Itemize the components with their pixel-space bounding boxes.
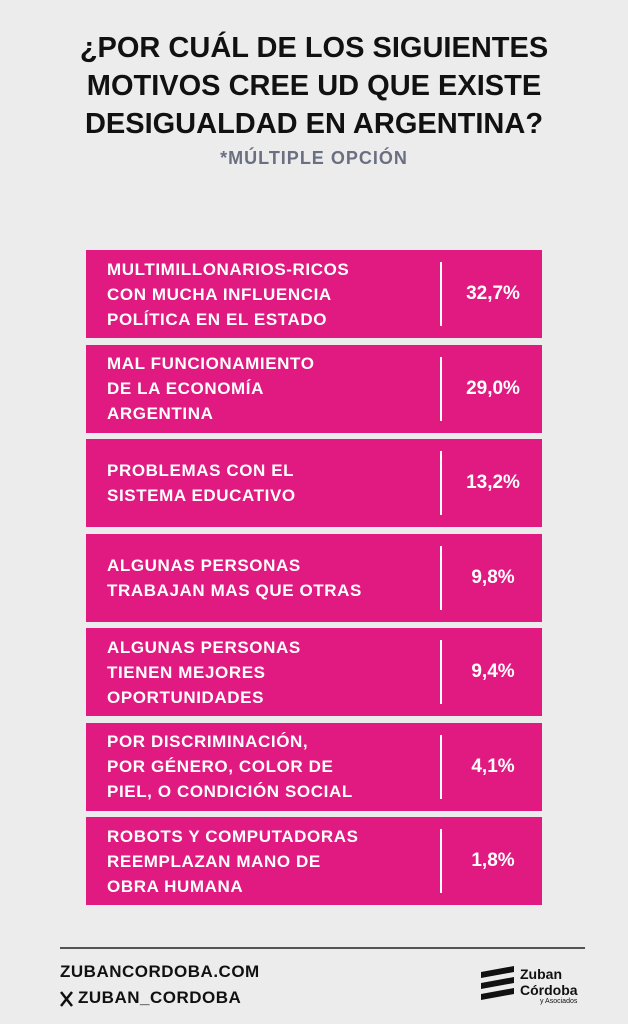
row-label: ALGUNAS PERSONAS <box>107 555 301 575</box>
table-row: ROBOTS Y COMPUTADORAS REEMPLAZAN MANO DE O… <box>86 817 542 905</box>
subtitle: *MÚLTIPLE OPCIÓN <box>220 148 408 168</box>
row-divider <box>440 545 442 610</box>
table-row: PROBLEMAS CON EL SISTEMA EDUCATIVO 13,2% <box>86 439 542 527</box>
row-label: POLÍTICA EN EL ESTADO <box>107 309 328 329</box>
row-label: TRABAJAN MAS QUE OTRAS <box>107 580 362 600</box>
row-label: POR DISCRIMINACIÓN, <box>107 732 309 751</box>
row-divider <box>440 356 442 421</box>
row-label: MULTIMILLONARIOS-RICOS <box>107 259 350 279</box>
row-value: 13,2% <box>466 472 520 493</box>
row-divider <box>440 451 442 515</box>
row-divider <box>440 734 442 799</box>
table-row: ALGUNAS PERSONAS TIENEN MEJORES OPORTUNIDA… <box>86 628 542 716</box>
row-label: PROBLEMAS CON EL <box>107 461 295 480</box>
row-label: TIENEN MEJORES <box>107 662 266 682</box>
table-row: MAL FUNCIONAMIENTO DE LA ECONOMÍA ARGENTIN… <box>86 344 542 433</box>
x-icon <box>60 991 73 1007</box>
table-row: MULTIMILLONARIOS-RICOS CON MUCHA INFLUENC… <box>86 250 542 338</box>
row-divider <box>440 262 442 326</box>
title-line: MOTIVOS CREE UD QUE EXISTE <box>86 70 542 102</box>
row-value: 1,8% <box>471 850 515 871</box>
row-value: 32,7% <box>466 283 520 304</box>
row-label: OBRA HUMANA <box>107 876 244 896</box>
handle: ZUBAN_CORDOBA <box>78 988 242 1007</box>
row-divider <box>440 640 442 704</box>
row-label: POR GÉNERO, COLOR DE <box>107 757 334 776</box>
row-label: PIEL, O CONDICIÓN SOCIAL <box>107 782 353 801</box>
row-value: 29,0% <box>466 377 520 399</box>
title-line: DESIGUALDAD EN ARGENTINA? <box>84 108 544 140</box>
row-label: SISTEMA EDUCATIVO <box>107 486 296 505</box>
website: ZUBANCORDOBA.COM <box>60 962 260 981</box>
row-label: OPORTUNIDADES <box>107 687 265 707</box>
table-row: ALGUNAS PERSONAS TRABAJAN MAS QUE OTRAS 9,… <box>86 533 542 622</box>
row-divider <box>440 829 442 893</box>
row-label: ROBOTS Y COMPUTADORAS <box>107 826 359 846</box>
logo-name: Córdoba <box>520 982 578 998</box>
row-value: 9,8% <box>471 566 515 588</box>
row-label: CON MUCHA INFLUENCIA <box>107 284 332 304</box>
table-row: POR DISCRIMINACIÓN, POR GÉNERO, COLOR DE P… <box>86 722 542 811</box>
row-label: MAL FUNCIONAMIENTO <box>107 354 315 373</box>
title-line: ¿POR CUÁL DE LOS SIGUIENTES <box>79 32 549 64</box>
row-label: ALGUNAS PERSONAS <box>107 637 301 657</box>
logo-icon <box>481 966 514 1000</box>
row-value: 4,1% <box>471 755 515 777</box>
row-label: REEMPLAZAN MANO DE <box>107 851 321 871</box>
logo-name: Zuban <box>520 966 562 982</box>
row-value: 9,4% <box>471 661 515 682</box>
logo-sub: y Asociados <box>540 998 578 1005</box>
row-label: ARGENTINA <box>107 404 214 423</box>
row-label: DE LA ECONOMÍA <box>107 379 264 398</box>
